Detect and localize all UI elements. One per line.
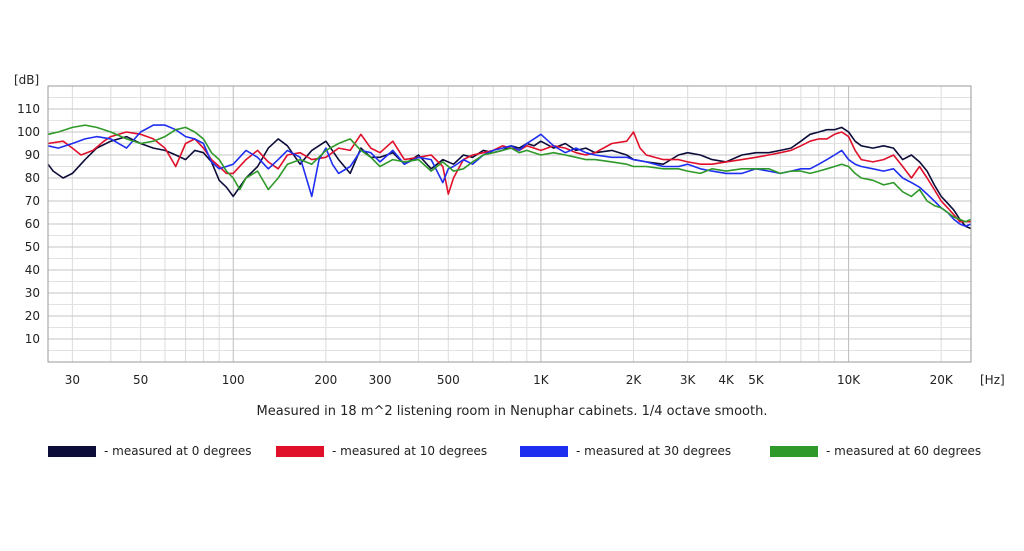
legend-swatch-60-degrees — [770, 445, 818, 457]
legend-item-60-degrees: - measured at 60 degrees — [770, 444, 981, 458]
x-tick-label: 200 — [314, 373, 337, 387]
series-line-1 — [47, 131, 971, 223]
x-tick-label: 50 — [133, 373, 148, 387]
y-tick-label: 100 — [17, 125, 40, 139]
x-tick-label: 3K — [680, 373, 697, 387]
y-tick-label: 80 — [25, 171, 40, 185]
legend-label-10-degrees: - measured at 10 degrees — [332, 444, 488, 458]
legend-label-30-degrees: - measured at 30 degrees — [576, 444, 732, 458]
y-tick-label: 110 — [17, 102, 40, 116]
series-layer — [47, 124, 972, 230]
chart-legend: - measured at 0 degrees - measured at 10… — [0, 444, 1024, 468]
x-tick-label: 300 — [369, 373, 392, 387]
x-tick-label: 100 — [222, 373, 245, 387]
y-tick-label: 40 — [25, 263, 40, 277]
legend-swatch-30-degrees — [520, 445, 568, 457]
x-tick-label: 5K — [748, 373, 765, 387]
major-gridlines — [48, 86, 971, 362]
series-line-3 — [47, 124, 972, 223]
x-tick-label: 10K — [837, 373, 861, 387]
y-axis-label: [dB] — [14, 73, 39, 87]
y-tick-label: 60 — [25, 217, 40, 231]
legend-swatch-10-degrees — [276, 445, 324, 457]
x-axis-ticks: 30 50 100 200 300 500 1K 2K 3K 4K 5K 10K 20K — [65, 373, 954, 387]
plot-frame — [47, 85, 972, 363]
x-tick-label: 20K — [930, 373, 954, 387]
legend-item-10-degrees: - measured at 10 degrees — [276, 444, 487, 458]
y-tick-label: 70 — [25, 194, 40, 208]
frequency-response-chart: 10 20 30 40 50 60 70 80 90 100 110 30 50 100 200 300 50… — [14, 73, 1005, 387]
y-tick-label: 50 — [25, 240, 40, 254]
legend-item-30-degrees: - measured at 30 degrees — [520, 444, 731, 458]
legend-label-60-degrees: - measured at 60 degrees — [826, 444, 982, 458]
x-tick-label: 1K — [533, 373, 550, 387]
y-tick-label: 20 — [25, 309, 40, 323]
legend-item-0-degrees: - measured at 0 degrees — [48, 444, 252, 458]
x-axis-label: [Hz] — [980, 373, 1005, 387]
y-tick-label: 90 — [25, 148, 40, 162]
y-axis-ticks: 10 20 30 40 50 60 70 80 90 100 110 — [17, 102, 40, 346]
x-tick-label: 4K — [718, 373, 735, 387]
legend-swatch-0-degrees — [48, 445, 96, 457]
chart-caption: Measured in 18 m^2 listening room in Nen… — [256, 404, 768, 419]
x-tick-label: 500 — [437, 373, 460, 387]
y-tick-label: 30 — [25, 286, 40, 300]
legend-label-0-degrees: - measured at 0 degrees — [104, 444, 252, 458]
x-tick-label: 30 — [65, 373, 80, 387]
y-tick-label: 10 — [25, 332, 40, 346]
series-line-2 — [47, 124, 972, 228]
x-tick-label: 2K — [626, 373, 643, 387]
